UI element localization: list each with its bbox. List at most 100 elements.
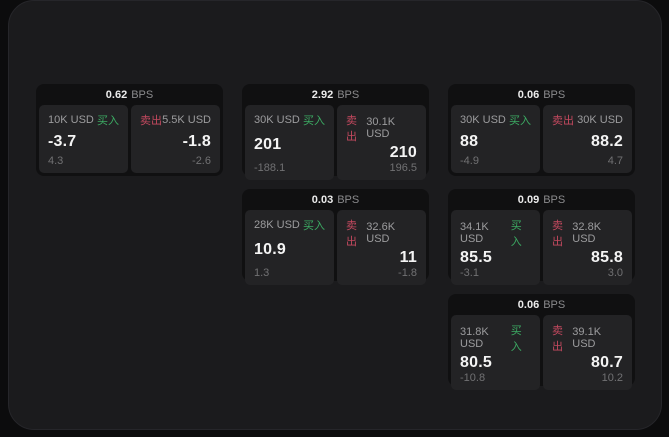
bps-unit-label: BPS xyxy=(337,194,360,206)
sell-delta: 196.5 xyxy=(389,162,417,174)
bps-header: 0.09 BPS xyxy=(451,192,632,209)
quote-tiles: 10K USD 买入 -3.7 4.3 卖出 5.5K USD -1.8 -2.… xyxy=(39,105,220,173)
sell-price: 80.7 xyxy=(591,354,623,371)
sell-tile-header: 卖出 32.6K USD xyxy=(346,217,417,249)
bps-unit-label: BPS xyxy=(131,89,154,101)
bps-unit-label: BPS xyxy=(543,89,566,101)
bps-value: 0.62 xyxy=(105,89,128,101)
buy-side-label: 买入 xyxy=(510,220,522,248)
bps-value: 0.03 xyxy=(311,194,334,206)
buy-notional: 30K USD xyxy=(460,114,506,126)
buy-delta: 4.3 xyxy=(48,155,64,167)
sell-side-label: 卖出 xyxy=(346,220,357,248)
sell-price: 85.8 xyxy=(591,249,623,266)
buy-tile-header: 10K USD 买入 xyxy=(48,112,119,128)
sell-delta: -1.8 xyxy=(398,267,417,279)
buy-side-label: 买入 xyxy=(303,115,325,127)
bps-unit-label: BPS xyxy=(543,299,566,311)
buy-price: 10.9 xyxy=(254,241,286,258)
buy-side-label: 买入 xyxy=(510,325,522,353)
quote-tiles: 34.1K USD 买入 85.5 -3.1 卖出 32.8K USD 85.8… xyxy=(451,210,632,285)
quote-tiles: 30K USD 买入 201 -188.1 卖出 30.1K USD 210 1… xyxy=(245,105,426,180)
buy-tile-header: 31.8K USD 买入 xyxy=(460,322,531,354)
buy-quote-tile[interactable]: 28K USD 买入 10.9 1.3 xyxy=(245,210,334,285)
sell-delta: 3.0 xyxy=(607,267,623,279)
buy-quote-tile[interactable]: 10K USD 买入 -3.7 4.3 xyxy=(39,105,128,173)
bps-header: 0.06 BPS xyxy=(451,297,632,314)
buy-delta: 1.3 xyxy=(254,267,270,279)
buy-side-label: 买入 xyxy=(509,115,531,127)
buy-notional: 34.1K USD xyxy=(460,221,489,245)
quote-card: 0.06 BPS 30K USD 买入 88 -4.9 卖出 30K USD 8… xyxy=(448,84,635,176)
sell-price: 11 xyxy=(399,249,417,266)
bps-header: 0.62 BPS xyxy=(39,87,220,104)
sell-tile-header: 卖出 32.8K USD xyxy=(552,217,623,249)
sell-price: -1.8 xyxy=(182,132,211,150)
sell-notional: 30K USD xyxy=(577,114,623,126)
sell-quote-tile[interactable]: 卖出 5.5K USD -1.8 -2.6 xyxy=(131,105,220,173)
sell-tile-header: 卖出 39.1K USD xyxy=(552,322,623,354)
quote-tiles: 28K USD 买入 10.9 1.3 卖出 32.6K USD 11 -1.8 xyxy=(245,210,426,285)
quote-tiles: 30K USD 买入 88 -4.9 卖出 30K USD 88.2 4.7 xyxy=(451,105,632,173)
sell-quote-tile[interactable]: 卖出 30K USD 88.2 4.7 xyxy=(543,105,632,173)
buy-price: 85.5 xyxy=(460,249,492,266)
sell-notional: 30.1K USD xyxy=(366,116,396,140)
bps-value: 2.92 xyxy=(311,89,334,101)
sell-delta: -2.6 xyxy=(192,155,211,167)
bps-header: 0.06 BPS xyxy=(451,87,632,104)
sell-quote-tile[interactable]: 卖出 32.6K USD 11 -1.8 xyxy=(337,210,426,285)
buy-notional: 28K USD xyxy=(254,219,300,231)
buy-notional: 30K USD xyxy=(254,114,300,126)
buy-delta: -4.9 xyxy=(460,155,479,167)
sell-side-label: 卖出 xyxy=(552,325,563,353)
buy-price: 80.5 xyxy=(460,354,492,371)
sell-quote-tile[interactable]: 卖出 39.1K USD 80.7 10.2 xyxy=(543,315,632,390)
buy-tile-header: 30K USD 买入 xyxy=(460,112,531,128)
sell-quote-tile[interactable]: 卖出 32.8K USD 85.8 3.0 xyxy=(543,210,632,285)
sell-side-label: 卖出 xyxy=(140,115,162,127)
sell-tile-header: 卖出 30K USD xyxy=(552,112,623,128)
quote-tiles: 31.8K USD 买入 80.5 -10.8 卖出 39.1K USD 80.… xyxy=(451,315,632,390)
buy-price: 201 xyxy=(254,136,282,153)
sell-side-label: 卖出 xyxy=(552,115,574,127)
buy-tile-header: 28K USD 买入 xyxy=(254,217,325,233)
bps-header: 2.92 BPS xyxy=(245,87,426,104)
quote-card: 2.92 BPS 30K USD 买入 201 -188.1 卖出 30.1K … xyxy=(242,84,429,180)
buy-tile-header: 34.1K USD 买入 xyxy=(460,217,531,249)
buy-notional: 31.8K USD xyxy=(460,326,489,350)
buy-tile-header: 30K USD 买入 xyxy=(254,112,325,128)
bps-header: 0.03 BPS xyxy=(245,192,426,209)
buy-quote-tile[interactable]: 34.1K USD 买入 85.5 -3.1 xyxy=(451,210,540,285)
sell-tile-header: 卖出 5.5K USD xyxy=(140,112,211,128)
sell-side-label: 卖出 xyxy=(552,220,563,248)
bps-value: 0.06 xyxy=(517,89,540,101)
buy-delta: -3.1 xyxy=(460,267,479,279)
app-panel: 0.62 BPS 10K USD 买入 -3.7 4.3 卖出 5.5K USD… xyxy=(8,0,662,430)
buy-price: 88 xyxy=(460,132,479,150)
sell-notional: 32.8K USD xyxy=(572,221,602,245)
sell-notional: 5.5K USD xyxy=(162,114,211,126)
quote-card: 0.03 BPS 28K USD 买入 10.9 1.3 卖出 32.6K US… xyxy=(242,189,429,285)
buy-delta: -10.8 xyxy=(460,372,486,384)
buy-quote-tile[interactable]: 31.8K USD 买入 80.5 -10.8 xyxy=(451,315,540,390)
quote-card: 0.06 BPS 31.8K USD 买入 80.5 -10.8 卖出 39.1… xyxy=(448,294,635,390)
sell-side-label: 卖出 xyxy=(346,115,357,143)
sell-notional: 39.1K USD xyxy=(572,326,602,350)
bps-unit-label: BPS xyxy=(543,194,566,206)
sell-delta: 10.2 xyxy=(601,372,623,384)
buy-quote-tile[interactable]: 30K USD 买入 88 -4.9 xyxy=(451,105,540,173)
bps-value: 0.06 xyxy=(517,299,540,311)
buy-price: -3.7 xyxy=(48,132,77,150)
bps-unit-label: BPS xyxy=(337,89,360,101)
quote-card: 0.62 BPS 10K USD 买入 -3.7 4.3 卖出 5.5K USD… xyxy=(36,84,223,176)
buy-quote-tile[interactable]: 30K USD 买入 201 -188.1 xyxy=(245,105,334,180)
sell-notional: 32.6K USD xyxy=(366,221,396,245)
sell-quote-tile[interactable]: 卖出 30.1K USD 210 196.5 xyxy=(337,105,426,180)
buy-notional: 10K USD xyxy=(48,114,94,126)
buy-delta: -188.1 xyxy=(254,162,286,174)
buy-side-label: 买入 xyxy=(97,115,119,127)
quote-card: 0.09 BPS 34.1K USD 买入 85.5 -3.1 卖出 32.8K… xyxy=(448,189,635,285)
buy-side-label: 买入 xyxy=(303,220,325,232)
sell-delta: 4.7 xyxy=(607,155,623,167)
